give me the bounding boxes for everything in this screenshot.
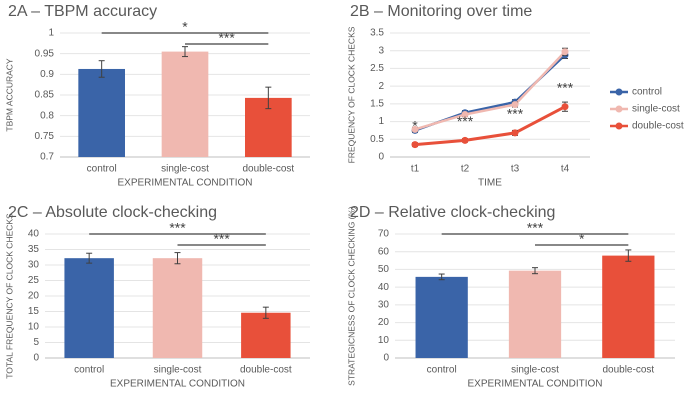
y-tick-label: 0.7	[40, 152, 54, 163]
x-tick-label: double-cost	[240, 365, 292, 376]
x-tick-label: t3	[511, 164, 520, 175]
point	[411, 125, 419, 133]
y-tick-label: 2.5	[370, 63, 384, 74]
y-tick-label: 2	[378, 81, 384, 92]
y-tick-label: 0.95	[35, 48, 55, 59]
y-tick-label: 1	[48, 28, 54, 39]
point	[461, 110, 469, 118]
panel-title: 2B – Monitoring over time	[350, 3, 532, 20]
y-tick-label: 0	[378, 152, 384, 163]
bar	[64, 258, 114, 358]
y-tick-label: 20	[28, 291, 40, 302]
y-tick-label: 40	[28, 229, 40, 240]
y-axis-label: FREQUENCY OF CLOCK CHECKS	[346, 26, 356, 163]
significance-label: ***	[557, 79, 574, 95]
significance-label: ***	[507, 106, 524, 122]
bar	[78, 68, 125, 157]
significance-label: *	[412, 117, 418, 133]
y-tick-label: 20	[378, 317, 390, 328]
bar	[508, 270, 562, 358]
bar	[152, 258, 203, 358]
x-axis-label: EXPERIMENTAL CONDITION	[467, 379, 602, 390]
x-tick-label: t1	[411, 164, 420, 175]
point	[511, 101, 519, 109]
legend-label: double-cost	[632, 121, 684, 132]
x-tick-label: double-cost	[242, 164, 294, 175]
y-axis-label: STRATEGICNESS OF CLOCK CHECKING (%)	[346, 206, 356, 386]
y-tick-label: 30	[28, 260, 40, 271]
x-tick-label: control	[87, 164, 117, 175]
legend-label: control	[632, 87, 662, 98]
point	[561, 103, 569, 111]
y-tick-label: 0.85	[35, 90, 55, 101]
x-tick-label: control	[74, 365, 104, 376]
x-tick-label: control	[427, 365, 457, 376]
bar	[602, 255, 655, 358]
point	[561, 48, 569, 56]
significance-label: ***	[169, 220, 186, 236]
x-tick-label: single-cost	[161, 164, 209, 175]
y-tick-label: 70	[378, 229, 390, 240]
legend-label: single-cost	[632, 104, 680, 115]
legend-marker	[615, 105, 623, 113]
y-tick-label: 0.75	[35, 131, 55, 142]
significance-label: ***	[457, 113, 474, 129]
bar	[161, 51, 209, 157]
y-axis-label: TBPM ACCURACY	[4, 58, 14, 132]
significance-label: *	[182, 19, 188, 35]
significance-label: ***	[213, 231, 230, 247]
x-axis-label: EXPERIMENTAL CONDITION	[117, 178, 252, 189]
x-tick-label: t2	[461, 164, 470, 175]
y-tick-label: 1.5	[370, 98, 384, 109]
significance-label: ***	[527, 220, 544, 236]
y-tick-label: 40	[378, 282, 390, 293]
series-line	[414, 105, 566, 147]
panel-title: 2A – TBPM accuracy	[8, 3, 157, 20]
y-tick-label: 35	[28, 244, 40, 255]
x-tick-label: t4	[561, 164, 570, 175]
series-line	[414, 50, 566, 131]
y-tick-label: 3.5	[370, 28, 384, 39]
point	[511, 129, 519, 137]
y-tick-label: 10	[28, 322, 40, 333]
y-axis-label: TOTAL FREQUENCY OF CLOCK CHECKS	[4, 213, 14, 379]
significance-label: ***	[218, 30, 235, 46]
y-tick-label: 5	[33, 337, 39, 348]
y-tick-label: 25	[28, 275, 40, 286]
y-tick-label: 60	[378, 246, 390, 257]
y-tick-label: 30	[378, 299, 390, 310]
y-tick-label: 1	[378, 116, 384, 127]
y-tick-label: 0.9	[40, 69, 54, 80]
y-tick-label: 10	[378, 335, 390, 346]
y-tick-label: 50	[378, 264, 390, 275]
y-tick-label: 3	[378, 45, 384, 56]
legend-marker	[615, 122, 623, 130]
bar	[241, 312, 291, 358]
x-axis-label: TIME	[478, 178, 502, 189]
bar	[415, 276, 468, 358]
x-tick-label: single-cost	[154, 365, 202, 376]
significance-label: *	[579, 231, 585, 247]
y-tick-label: 0.8	[40, 110, 54, 121]
y-tick-label: 0	[383, 353, 389, 364]
point	[461, 136, 469, 144]
point	[411, 141, 419, 149]
y-tick-label: 0	[33, 353, 39, 364]
panel-title: 2C – Absolute clock-checking	[8, 204, 217, 221]
panel-title: 2D – Relative clock-checking	[350, 204, 555, 221]
legend-marker	[615, 88, 623, 96]
x-tick-label: single-cost	[511, 365, 559, 376]
x-axis-label: EXPERIMENTAL CONDITION	[110, 379, 245, 390]
y-tick-label: 15	[28, 306, 40, 317]
x-tick-label: double-cost	[602, 365, 654, 376]
y-tick-label: 0.5	[370, 134, 384, 145]
